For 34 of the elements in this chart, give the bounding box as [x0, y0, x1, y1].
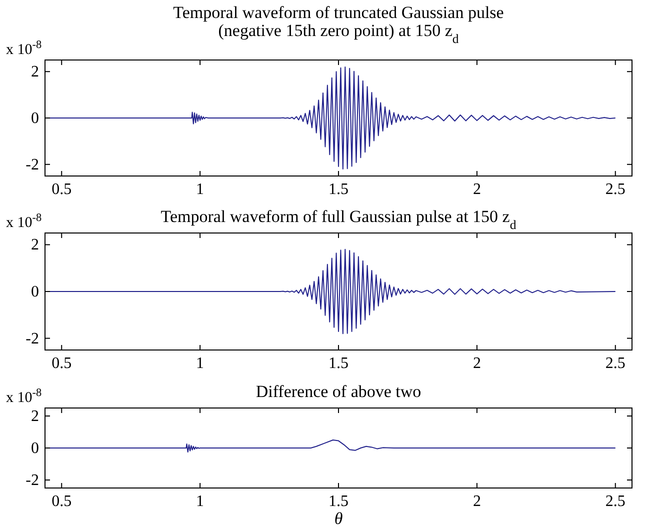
- x-tick-label: 1.5: [328, 355, 348, 372]
- y-tick-label: -2: [26, 330, 39, 348]
- y-tick-label: 2: [31, 236, 39, 254]
- x-tick-label: 0.5: [52, 181, 72, 198]
- x-tick-label: 2: [472, 493, 481, 510]
- x-tick-label: 2: [472, 355, 481, 372]
- x-tick-label: 0.5: [52, 355, 72, 372]
- x-tick-label: 1: [196, 181, 204, 198]
- x-tick-label: 1.5: [328, 493, 348, 510]
- line-series: [47, 440, 616, 452]
- chart-title: Temporal waveform of full Gaussian pulse at 150 z$_{d}$: [160, 207, 517, 232]
- chart-title: Temporal waveform of truncated Gaussian pulse (negative 15th zero point) at 150 z$_{d}$: [173, 3, 504, 46]
- x-tick-label: 1: [196, 355, 204, 372]
- y-tick-label: 2: [31, 408, 39, 425]
- x-tick-label: 0.5: [52, 493, 72, 510]
- y-tick-label: 0: [31, 440, 39, 457]
- x-tick-label: 2: [472, 181, 481, 198]
- chart-title: Difference of above two: [256, 382, 422, 401]
- line-series: [47, 66, 616, 170]
- y-tick-label: -2: [26, 472, 39, 489]
- y-tick-label: -2: [26, 156, 39, 174]
- text: x 10$^{-8}$: [6, 387, 42, 406]
- x-tick-label: 1: [196, 493, 204, 510]
- y-tick-label: 0: [31, 284, 39, 300]
- y-tick-label: 0: [31, 110, 39, 127]
- x-axis-title: θ: [334, 509, 343, 528]
- x-tick-label: 2.5: [605, 493, 626, 510]
- x-tick-label: 2.5: [605, 355, 626, 372]
- line-series: [47, 248, 616, 334]
- text: x 10$^{-8}$: [6, 39, 42, 58]
- x-tick-label: 1.5: [328, 181, 348, 198]
- text: x 10$^{-8}$: [6, 212, 42, 231]
- x-tick-label: 2.5: [605, 181, 626, 198]
- y-tick-label: 2: [31, 64, 39, 81]
